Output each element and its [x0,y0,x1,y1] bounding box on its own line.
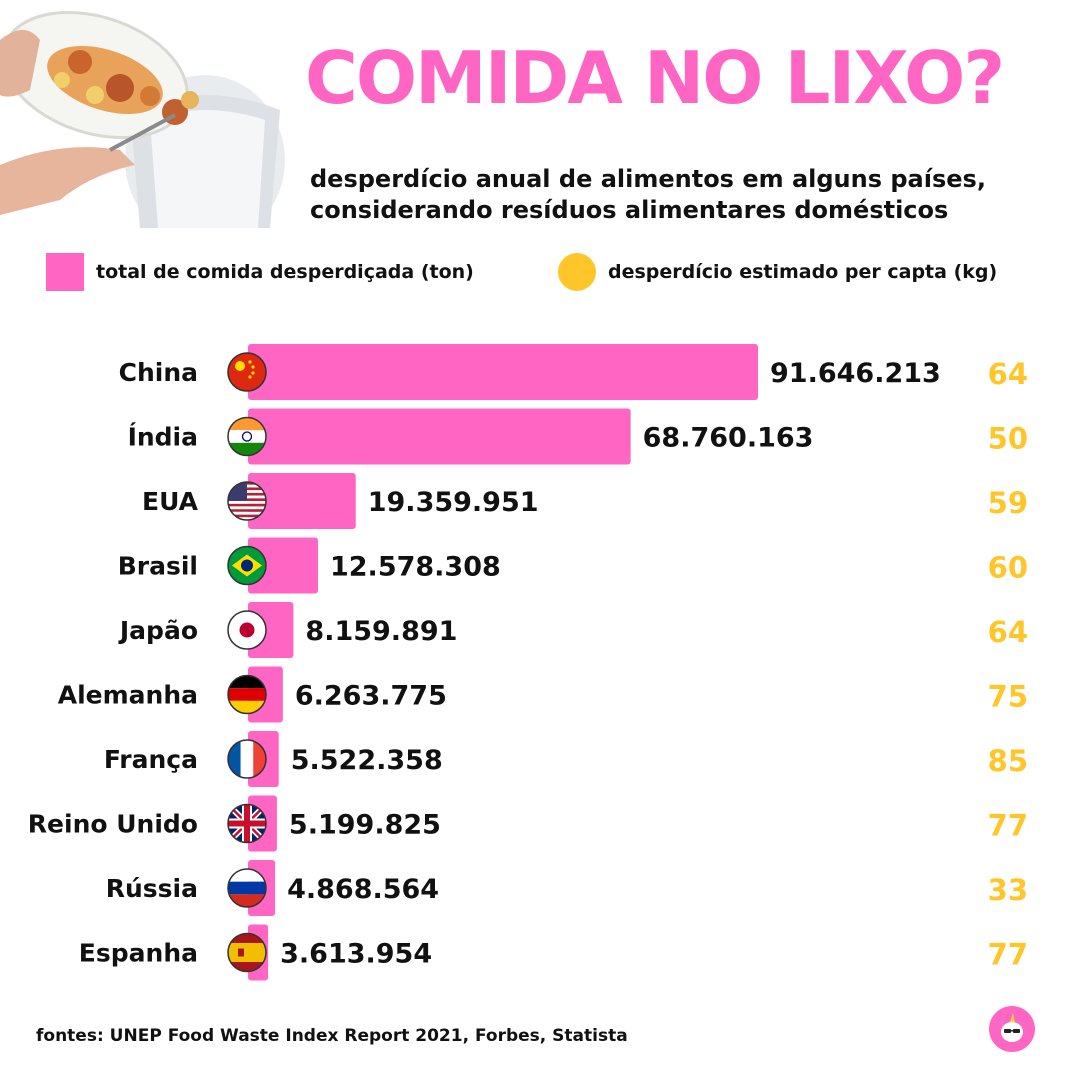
chart-row: China 91.646.213 64 [119,344,1028,400]
legend-label-total: total de comida desperdiçada (ton) [96,261,474,283]
value-label: 5.522.358 [291,745,443,776]
page-subtitle: desperdício anual de alimentos em alguns… [310,164,1070,226]
per-capita-label: 77 [988,809,1028,843]
usa-flag-icon [227,481,267,521]
country-label: China [119,358,198,387]
per-capita-label: 64 [988,615,1028,649]
value-label: 8.159.891 [305,616,457,647]
russia-flag-icon [227,868,267,908]
sources-note: fontes: UNEP Food Waste Index Report 202… [36,1026,628,1046]
country-label: Reino Unido [28,810,198,839]
chart-row: Brasil 12.578.308 60 [118,537,1028,594]
legend-item-total: total de comida desperdiçada (ton) [46,252,474,292]
spain-flag-icon [227,932,267,973]
bar [248,537,318,594]
uk-flag-icon [227,803,267,844]
bar [248,473,356,529]
per-capita-label: 85 [988,744,1028,778]
per-capita-label: 60 [988,551,1028,585]
unicorn-icon [989,1006,1035,1052]
country-label: Índia [128,423,198,452]
japan-flag-icon [227,610,267,650]
bar [248,344,758,400]
country-label: Japão [118,616,198,645]
value-label: 6.263.775 [295,681,447,712]
per-capita-label: 75 [988,680,1028,714]
subtitle-line-1: desperdício anual de alimentos em alguns… [310,165,986,193]
country-label: Brasil [118,552,198,581]
legend-swatch-yellow [558,253,596,291]
country-label: Rússia [106,874,198,903]
chart-row: Alemanha 6.263.775 75 [58,666,1028,723]
per-capita-label: 50 [988,422,1028,456]
chart-row: Reino Unido 5.199.825 77 [28,795,1028,852]
country-label: Espanha [79,939,198,968]
bar [248,408,631,465]
chart-row: Índia 68.760.163 50 [128,408,1028,465]
value-label: 68.760.163 [643,423,814,454]
chart-row: EUA 19.359.951 59 [142,473,1028,529]
legend-item-percap: desperdício estimado per capta (kg) [558,252,997,292]
chart-row: França 5.522.358 85 [104,731,1028,787]
page-title: COMIDA NO LIXO? [305,36,1005,120]
per-capita-label: 33 [988,873,1028,907]
value-label: 12.578.308 [330,552,501,583]
value-label: 4.868.564 [287,874,439,905]
food-waste-photo [0,0,290,228]
value-label: 19.359.951 [368,487,539,518]
chart-row: Espanha 3.613.954 77 [79,924,1028,981]
france-flag-icon [227,739,267,779]
country-label: França [104,745,198,774]
country-label: Alemanha [58,681,198,710]
legend-label-percap: desperdício estimado per capta (kg) [608,261,998,283]
germany-flag-icon [227,674,267,715]
brazil-flag-icon [227,545,267,586]
per-capita-label: 64 [988,357,1028,391]
legend-swatch-pink [46,253,84,291]
value-label: 91.646.213 [770,358,941,389]
india-flag-icon [227,416,267,457]
subtitle-line-2: considerando resíduos alimentares domést… [310,196,949,224]
per-capita-label: 59 [988,486,1028,520]
value-label: 3.613.954 [280,939,432,970]
value-label: 5.199.825 [289,810,441,841]
per-capita-label: 77 [988,938,1028,972]
china-flag-icon [227,352,267,392]
country-label: EUA [142,487,199,516]
chart-row: Rússia 4.868.564 33 [106,860,1028,916]
chart-row: Japão 8.159.891 64 [118,602,1028,658]
